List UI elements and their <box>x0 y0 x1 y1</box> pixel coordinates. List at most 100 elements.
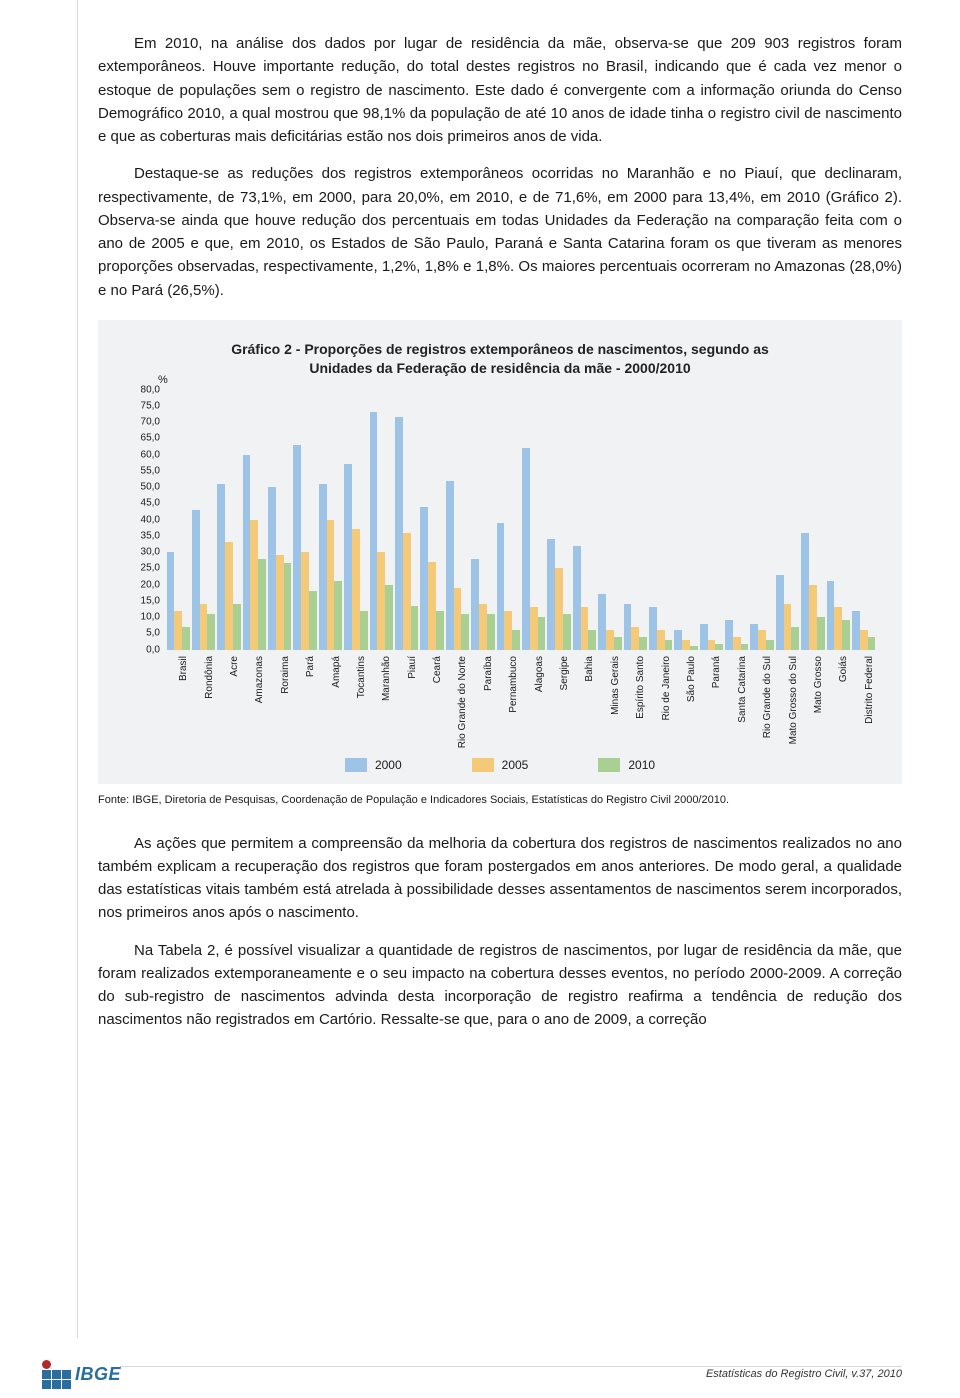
bar-group: Amazonas <box>242 390 266 650</box>
page-footer: IBGE Estatísticas do Registro Civil, v.3… <box>0 1342 960 1398</box>
bar <box>573 546 581 650</box>
bar <box>446 481 454 650</box>
bar <box>741 644 749 650</box>
bar-group: Mato Grosso do Sul <box>775 390 799 650</box>
bar <box>301 552 309 650</box>
bar <box>479 604 487 650</box>
bar-group: Distrito Federal <box>852 390 876 650</box>
x-label: Acre <box>229 656 240 677</box>
bar-group: Espírito Santo <box>623 390 647 650</box>
bar <box>581 607 589 649</box>
left-margin-rule <box>77 0 78 1338</box>
bar <box>842 620 850 649</box>
bar <box>665 640 673 650</box>
bar <box>436 611 444 650</box>
bar <box>834 607 842 649</box>
bar <box>690 646 698 650</box>
bar <box>639 637 647 650</box>
bar <box>725 620 733 649</box>
bar-group: Tocantins <box>344 390 368 650</box>
chart-container: Gráfico 2 - Proporções de registros exte… <box>98 320 902 784</box>
bar-group: Piauí <box>395 390 419 650</box>
y-tick: 65,0 <box>141 433 160 444</box>
bar <box>733 637 741 650</box>
footer-rule <box>120 1366 902 1367</box>
bar <box>174 611 182 650</box>
bar <box>817 617 825 650</box>
chart-legend: 2000 2005 2010 <box>122 758 878 772</box>
bar <box>860 630 868 650</box>
bar <box>547 539 555 650</box>
legend-item-2010: 2010 <box>598 758 655 772</box>
x-label: Piauí <box>407 656 418 679</box>
y-tick: 80,0 <box>141 384 160 395</box>
bar <box>319 484 327 650</box>
bar <box>334 581 342 649</box>
legend-swatch-2005 <box>472 758 494 772</box>
bar <box>258 559 266 650</box>
bar <box>487 614 495 650</box>
x-label: Pernambuco <box>508 656 519 713</box>
bar <box>471 559 479 650</box>
y-tick: 60,0 <box>141 449 160 460</box>
bar-group: Rio Grande do Sul <box>750 390 774 650</box>
bar <box>243 455 251 650</box>
bar <box>377 552 385 650</box>
bar <box>700 624 708 650</box>
bar-group: Pernambuco <box>496 390 520 650</box>
ibge-logo-text: IBGE <box>75 1364 121 1385</box>
bar-group: São Paulo <box>674 390 698 650</box>
chart-title: Gráfico 2 - Proporções de registros exte… <box>122 340 878 378</box>
bar <box>538 617 546 650</box>
ibge-logo-dot <box>42 1360 51 1369</box>
bar <box>268 487 276 650</box>
bar <box>284 563 292 649</box>
x-label: Alagoas <box>534 656 545 692</box>
bar <box>776 575 784 650</box>
x-label: Paraíba <box>483 656 494 691</box>
bar <box>200 604 208 650</box>
bar <box>791 627 799 650</box>
x-label: Distrito Federal <box>864 656 875 724</box>
y-tick: 20,0 <box>141 579 160 590</box>
legend-item-2005: 2005 <box>472 758 529 772</box>
bar-group: Rondônia <box>191 390 215 650</box>
bar <box>360 611 368 650</box>
bar-group: Paraná <box>699 390 723 650</box>
chart-source: Fonte: IBGE, Diretoria de Pesquisas, Coo… <box>98 794 902 806</box>
bar-group: Sergipe <box>547 390 571 650</box>
bar-group: Rio Grande do Norte <box>445 390 469 650</box>
bar <box>758 630 766 650</box>
bar <box>217 484 225 650</box>
y-tick: 55,0 <box>141 465 160 476</box>
bar <box>293 445 301 650</box>
bar <box>512 630 520 650</box>
bar <box>624 604 632 650</box>
bar <box>766 640 774 650</box>
bar <box>276 555 284 649</box>
bar <box>530 607 538 649</box>
y-tick: 25,0 <box>141 563 160 574</box>
bar <box>750 624 758 650</box>
y-tick: 70,0 <box>141 417 160 428</box>
x-label: Rondônia <box>204 656 215 699</box>
bar-group: Mato Grosso <box>801 390 825 650</box>
bar <box>344 464 352 649</box>
x-label: Goiás <box>838 656 849 682</box>
y-tick: 0,0 <box>146 644 160 655</box>
bar <box>555 568 563 649</box>
legend-item-2000: 2000 <box>345 758 402 772</box>
y-tick: 15,0 <box>141 595 160 606</box>
bar <box>167 552 175 650</box>
chart-plot: BrasilRondôniaAcreAmazonasRoraimaParáAma… <box>164 390 878 650</box>
x-label: Ceará <box>432 656 443 683</box>
bar <box>192 510 200 650</box>
bar <box>563 614 571 650</box>
bar <box>461 614 469 650</box>
y-tick: 50,0 <box>141 482 160 493</box>
bar <box>497 523 505 650</box>
y-axis: % 80,075,070,065,060,055,050,045,040,035… <box>122 390 164 650</box>
bar <box>801 533 809 650</box>
bar <box>352 529 360 649</box>
bar <box>411 606 419 650</box>
